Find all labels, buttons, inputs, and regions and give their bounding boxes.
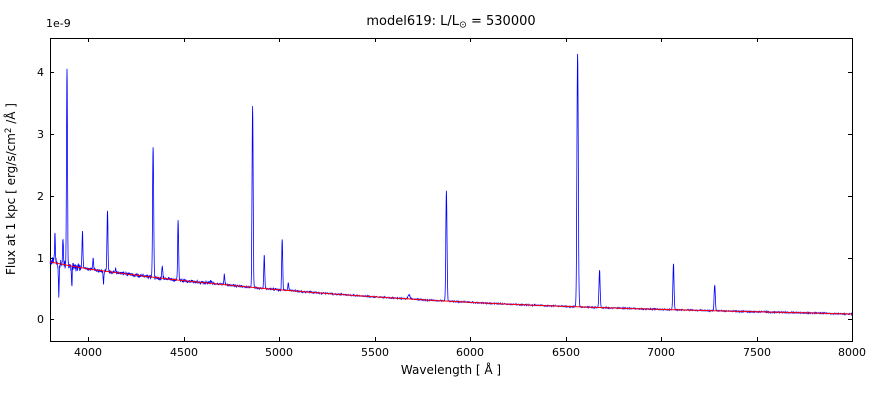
y-axis-label-text: Flux at 1 kpc [ erg/s/cm [4,133,18,275]
x-tick-label: 6500 [552,346,580,359]
y-axis-label-units: /Å ] [4,103,18,128]
x-tick-label: 5500 [361,346,389,359]
spectrum-line [49,53,853,317]
axes-frame [50,38,853,342]
x-axis-label: Wavelength [ Å ] [400,363,502,377]
y-tick-label: 2 [37,190,44,203]
y-axis-offset-text: 1e-9 [46,17,71,30]
y-tick-label: 4 [37,66,44,79]
x-tick-label: 4500 [170,346,198,359]
x-tick-label: 4000 [74,346,102,359]
figure-title-value: = 530000 [466,14,536,29]
x-tick-label: 7000 [647,346,675,359]
y-axis-label: Flux at 1 kpc [ erg/s/cm2 /Å ] [4,103,18,275]
x-tick-label: 5000 [265,346,293,359]
y-tick-label: 3 [37,128,44,141]
y-tick-label: 0 [37,313,44,326]
squared-exponent: 2 [4,127,15,134]
x-tick-label: 7500 [743,346,771,359]
sun-symbol: ⊙ [459,19,467,31]
y-tick-label: 1 [37,252,44,265]
continuum-line [49,261,853,315]
x-tick-label: 6000 [456,346,484,359]
figure-title: model619: L/L⊙ = 530000 [50,14,852,30]
figure-title-text: model619: L/L [366,14,460,29]
x-tick-label: 8000 [838,346,866,359]
